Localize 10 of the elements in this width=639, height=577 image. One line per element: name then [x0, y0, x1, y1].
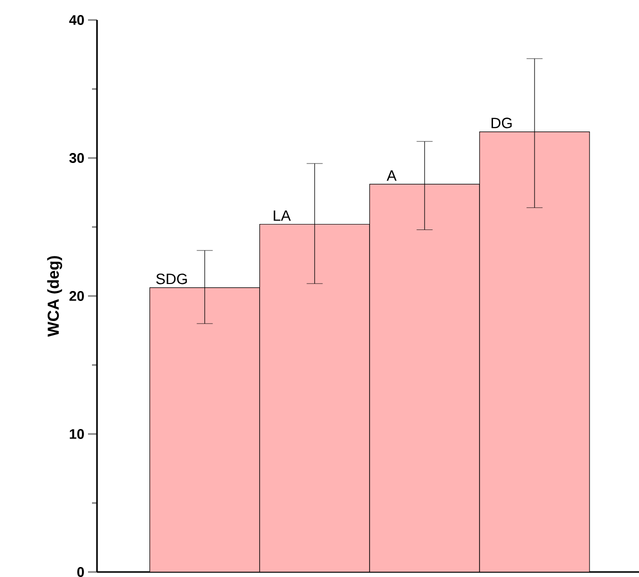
y-tick-label: 20 — [69, 291, 84, 301]
y-tick-label: 40 — [69, 15, 84, 25]
y-tick-label: 30 — [69, 153, 84, 163]
y-tick-label: 10 — [70, 429, 84, 439]
y-axis-title: WCA (deg) — [47, 256, 62, 337]
x-tick-label: SDG — [156, 274, 187, 284]
x-tick-label: A — [386, 170, 397, 181]
y-tick-label: 0 — [77, 567, 84, 577]
x-tick-label: DG — [492, 118, 512, 128]
x-tick-label: LA — [274, 210, 291, 221]
